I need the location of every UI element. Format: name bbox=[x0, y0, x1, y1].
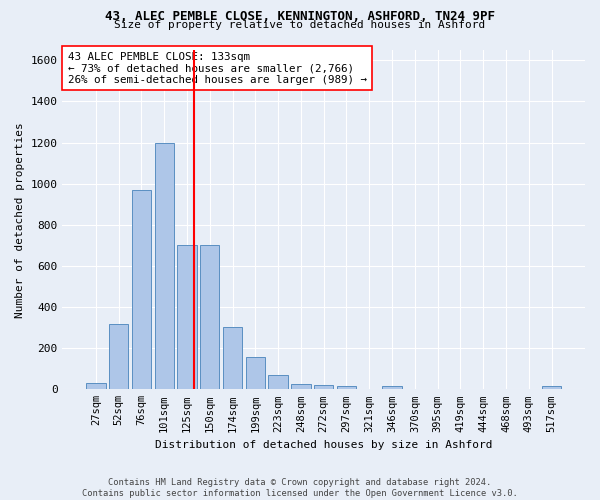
Bar bbox=[382, 386, 402, 390]
Bar bbox=[109, 324, 128, 390]
Bar bbox=[223, 326, 242, 390]
Bar bbox=[200, 246, 220, 390]
Bar bbox=[86, 383, 106, 390]
Bar bbox=[337, 386, 356, 390]
Bar bbox=[268, 375, 288, 390]
Bar bbox=[542, 386, 561, 390]
Text: 43, ALEC PEMBLE CLOSE, KENNINGTON, ASHFORD, TN24 9PF: 43, ALEC PEMBLE CLOSE, KENNINGTON, ASHFO… bbox=[105, 10, 495, 23]
Text: Size of property relative to detached houses in Ashford: Size of property relative to detached ho… bbox=[115, 20, 485, 30]
Y-axis label: Number of detached properties: Number of detached properties bbox=[15, 122, 25, 318]
Bar bbox=[132, 190, 151, 390]
Bar bbox=[155, 142, 174, 390]
Bar bbox=[291, 384, 311, 390]
Text: 43 ALEC PEMBLE CLOSE: 133sqm
← 73% of detached houses are smaller (2,766)
26% of: 43 ALEC PEMBLE CLOSE: 133sqm ← 73% of de… bbox=[68, 52, 367, 85]
Bar bbox=[178, 246, 197, 390]
Bar bbox=[314, 385, 334, 390]
Text: Contains HM Land Registry data © Crown copyright and database right 2024.
Contai: Contains HM Land Registry data © Crown c… bbox=[82, 478, 518, 498]
X-axis label: Distribution of detached houses by size in Ashford: Distribution of detached houses by size … bbox=[155, 440, 493, 450]
Bar bbox=[245, 358, 265, 390]
